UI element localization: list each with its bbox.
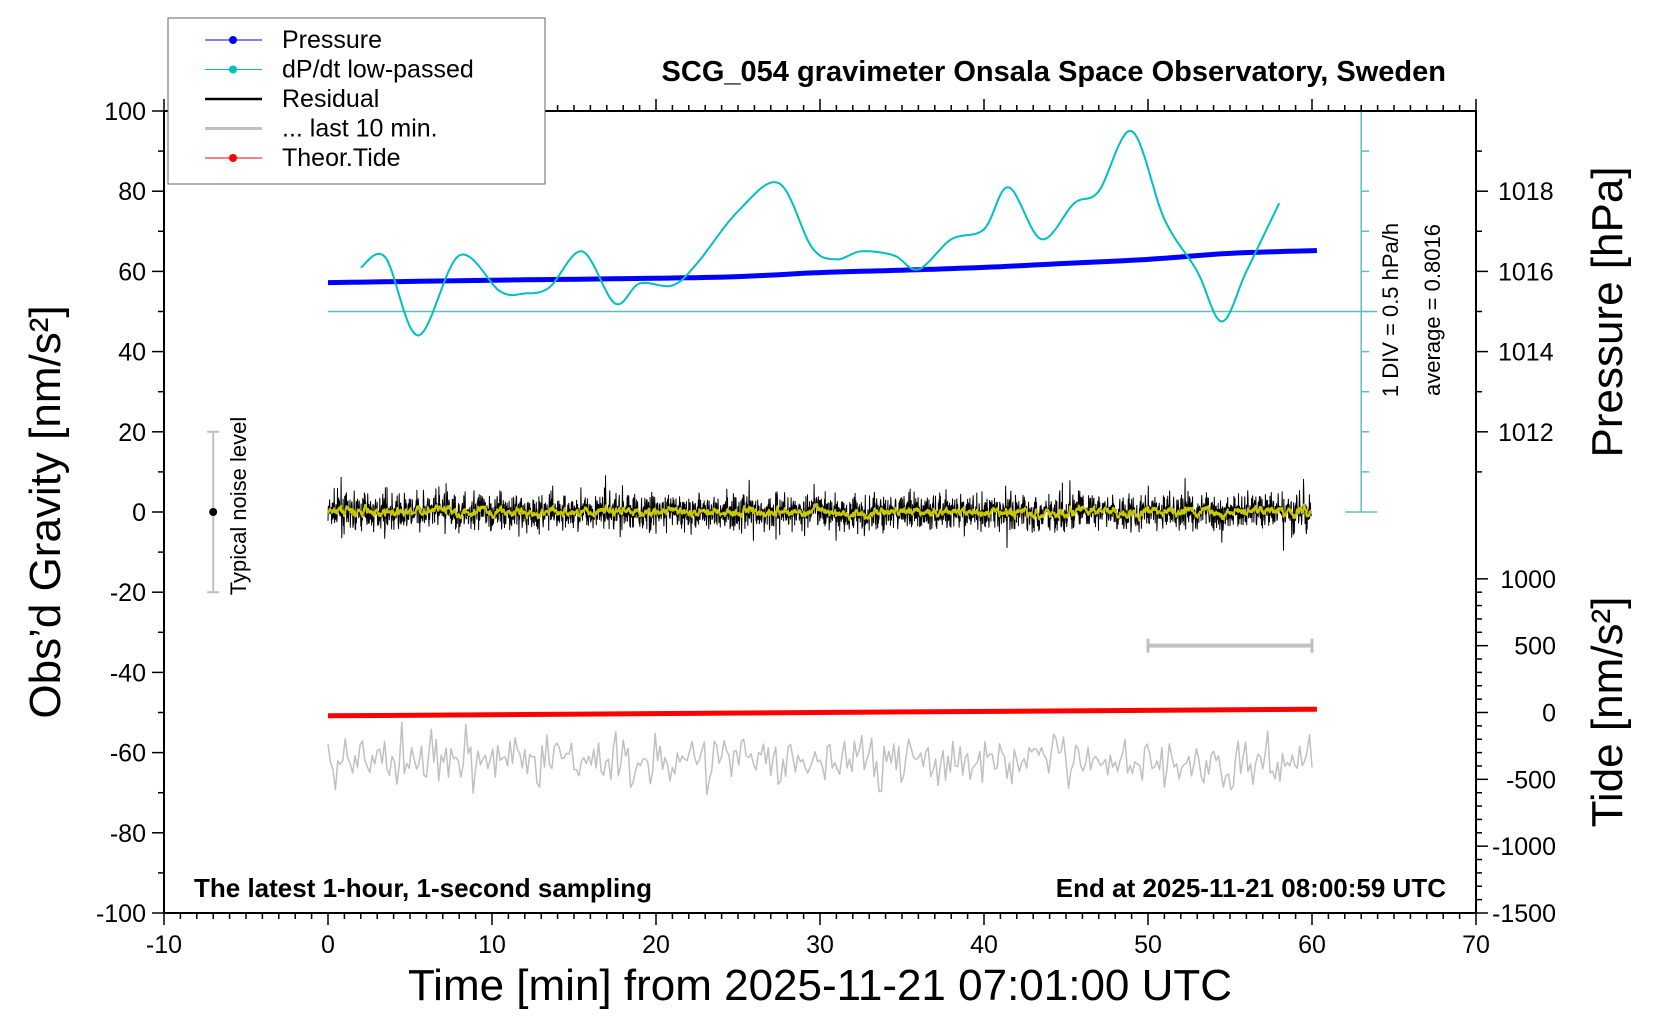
legend-swatch-marker [229, 154, 237, 162]
y-tick-label: 0 [132, 499, 146, 527]
tide-tick-label: 500 [1514, 633, 1556, 661]
tide-tick-label: -1000 [1492, 833, 1556, 861]
y-tick-label: 40 [118, 339, 146, 367]
pressure-series [327, 248, 1317, 286]
pressure-tick-label: 1016 [1498, 258, 1554, 286]
y-tick-label: 20 [118, 419, 146, 447]
tide-series [327, 706, 1317, 719]
dpdt-series [360, 130, 1281, 337]
last-10-min-series [327, 721, 1313, 796]
annotation-right: End at 2025-11-21 08:00:59 UTC [1056, 873, 1446, 903]
y-tick-label: -100 [96, 900, 146, 928]
legend-swatch-marker [229, 65, 237, 74]
residual-series [327, 475, 1312, 551]
tide-tick-label: 0 [1542, 700, 1556, 728]
y-axis-title: Obs’d Gravity [nm/s²] [21, 305, 70, 718]
y-tick-label: -20 [110, 579, 146, 607]
legend-label: Residual [282, 85, 379, 113]
legend-label: dP/dt low-passed [282, 56, 474, 84]
y-tick-label: -60 [110, 740, 146, 768]
legend-label: ... last 10 min. [282, 115, 438, 143]
noise-level-dot [209, 508, 218, 516]
x-tick-label: 0 [321, 931, 335, 959]
pressure-tick-label: 1014 [1498, 339, 1554, 367]
tide-tick-label: -500 [1506, 766, 1556, 794]
residual-smoothed-series [327, 502, 1313, 522]
y-tick-label: -80 [110, 820, 146, 848]
annotation-left: The latest 1-hour, 1-second sampling [194, 873, 652, 903]
x-tick-label: 30 [806, 931, 834, 959]
x-tick-label: 60 [1298, 931, 1326, 959]
x-tick-label: 70 [1462, 931, 1490, 959]
pressure-tick-label: 1018 [1498, 178, 1554, 206]
legend-label: Pressure [282, 26, 382, 54]
plot-layer [207, 110, 1378, 796]
legend-label: Theor.Tide [282, 144, 401, 172]
chart-title: SCG_054 gravimeter Onsala Space Observat… [662, 56, 1446, 88]
x-tick-label: 20 [642, 931, 670, 959]
x-tick-label: 50 [1134, 931, 1162, 959]
tide-tick-label: 1000 [1500, 566, 1556, 594]
legend-swatch-marker [229, 36, 237, 44]
dpdt-scale-label: 1 DIV = 0.5 hPa/h [1378, 223, 1403, 397]
pressure-axis-title: Pressure [hPa] [1583, 166, 1632, 457]
y-tick-label: -40 [110, 659, 146, 687]
dpdt-average-label: average = 0.8016 [1420, 224, 1445, 396]
pressure-tick-label: 1012 [1498, 419, 1554, 447]
tide-axis-title: Tide [nm/s²] [1583, 597, 1632, 828]
noise-label: Typical noise level [226, 417, 251, 596]
axes-layer: -10 0 10 20 30 40 50 60 70100806040200-20-40-60-… [96, 98, 1556, 959]
x-tick-label: 40 [970, 931, 998, 959]
y-tick-label: 80 [118, 178, 146, 206]
tide-tick-label: -1500 [1492, 900, 1556, 928]
x-tick-label: 10 [478, 931, 506, 959]
x-axis-title: Time [min] from 2025-11-21 07:01:00 UTC [408, 961, 1232, 1010]
y-tick-label: 60 [118, 258, 146, 286]
x-tick-label: -10 [146, 931, 182, 959]
y-tick-label: 100 [104, 98, 146, 126]
